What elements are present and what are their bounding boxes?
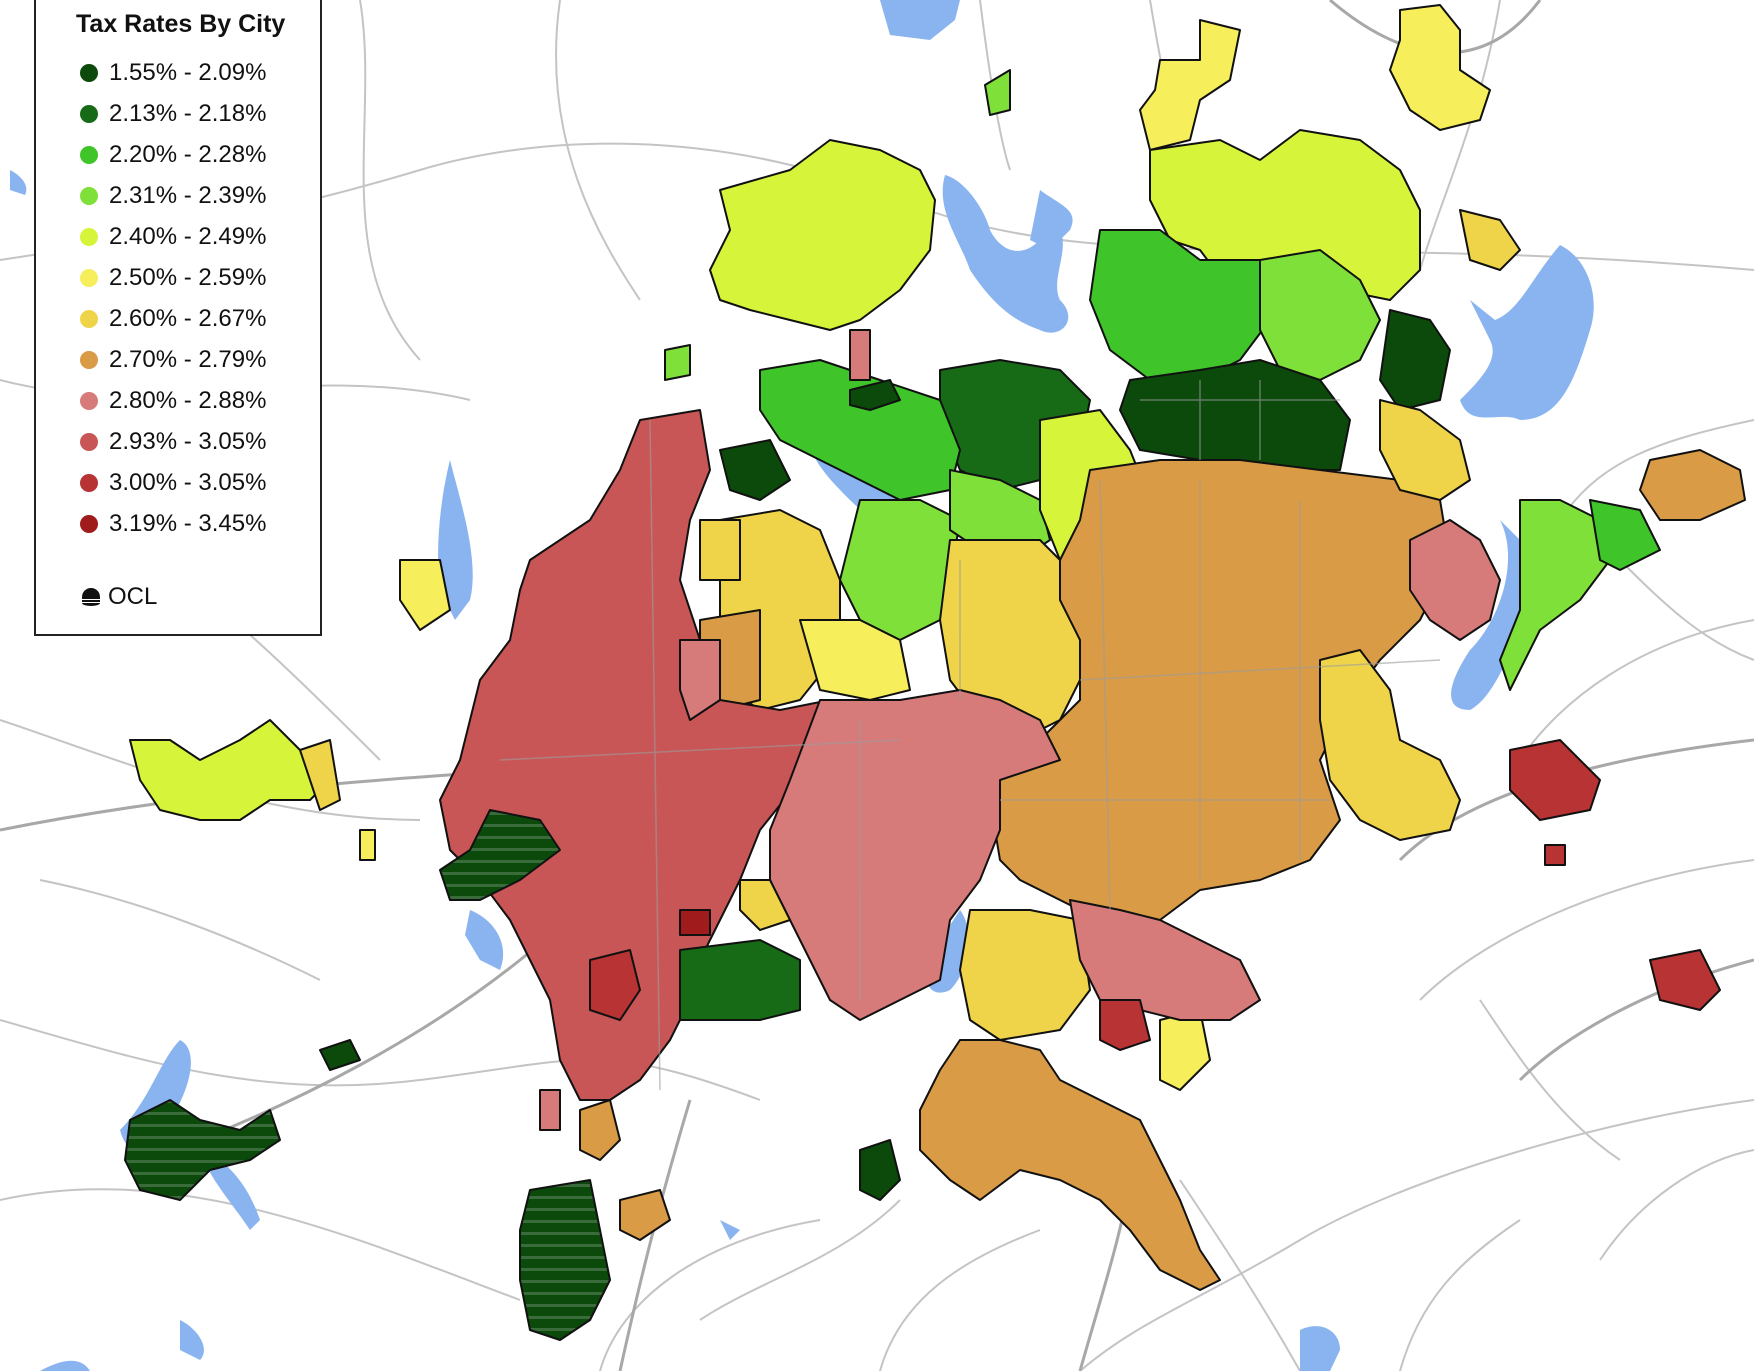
city-south-pink-small	[539, 1089, 561, 1131]
ocl-area-southwest	[124, 1099, 281, 1201]
city-north-yellow-2	[1389, 4, 1491, 131]
city-southwest-orange	[579, 1099, 621, 1161]
city-south-paleyellow	[1159, 1009, 1211, 1091]
legend-item: 2.60% - 2.67%	[80, 304, 266, 334]
city-north-limegreen	[1149, 129, 1421, 301]
legend-item: 2.13% - 2.18%	[80, 99, 266, 129]
city-streets	[499, 380, 1441, 1091]
legend-item: 2.50% - 2.59%	[80, 263, 266, 293]
city-northeast-darkgreen	[1379, 309, 1451, 411]
city-east-small-red	[1544, 844, 1566, 866]
legend-item-label: 2.13% - 2.18%	[109, 100, 267, 127]
city-west-gold-small	[699, 519, 741, 581]
city-east-orange	[1639, 449, 1746, 521]
legend-swatch	[80, 228, 98, 246]
legend-item-label: 2.70% - 2.79%	[109, 346, 267, 373]
legend-item: 2.70% - 2.79%	[80, 345, 266, 375]
city-south-gold-small	[739, 879, 791, 931]
legend-ocl-label: OCL	[108, 583, 158, 610]
city-central-paleyellow	[799, 619, 911, 701]
legend-swatch	[80, 474, 98, 492]
legend-item: 2.31% - 2.39%	[80, 181, 266, 211]
legend-item: 2.40% - 2.49%	[80, 222, 266, 252]
city-north-gold	[1459, 209, 1521, 271]
legend-title: Tax Rates By City	[76, 10, 286, 38]
city-far-east-red	[1649, 949, 1721, 1011]
legend-item-label: 2.20% - 2.28%	[109, 141, 267, 168]
legend-swatch	[80, 64, 98, 82]
city-east-pink	[1409, 519, 1501, 641]
legend-item-label: 3.00% - 3.05%	[109, 469, 267, 496]
city-south-darkgreen	[679, 939, 801, 1021]
legend-item-label: 2.80% - 2.88%	[109, 387, 267, 414]
city-south-gold	[959, 909, 1091, 1041]
legend-swatch	[80, 310, 98, 328]
legend-item-label: 2.40% - 2.49%	[109, 223, 267, 250]
legend-item-label: 2.31% - 2.39%	[109, 182, 267, 209]
city-north-green	[1089, 229, 1271, 381]
city-northwest-limegreen	[709, 139, 936, 331]
city-fortworth-red	[439, 409, 901, 1101]
legend-item: 3.19% - 3.45%	[80, 509, 266, 539]
legend-swatch	[80, 392, 98, 410]
city-center-pink	[1069, 899, 1261, 1021]
city-north-yellow	[1139, 19, 1241, 151]
city-far-west-gold	[299, 739, 341, 811]
legend-swatch	[80, 187, 98, 205]
city-small-green-1	[664, 344, 691, 381]
city-small-red	[679, 909, 711, 936]
legend-item-label: 2.60% - 2.67%	[109, 305, 267, 332]
legend-item: 3.00% - 3.05%	[80, 468, 266, 498]
city-south-darkred	[589, 949, 641, 1021]
city-east-green	[1589, 499, 1661, 571]
ocl-stripe-icon	[82, 588, 100, 606]
ocl-area-small-south	[859, 1139, 901, 1201]
legend-item: 2.20% - 2.28%	[80, 140, 266, 170]
legend-item-label: 2.50% - 2.59%	[109, 264, 267, 291]
city-south-small-orange	[619, 1189, 671, 1241]
ocl-area-south	[519, 1179, 611, 1341]
city-north-lightgreen	[1259, 249, 1381, 381]
city-east-red	[1509, 739, 1601, 821]
city-west-pink	[679, 639, 721, 721]
city-west-paleyellow	[399, 559, 451, 631]
legend-ocl-item: OCL	[80, 583, 157, 611]
map-legend: Tax Rates By City 1.55% - 2.09% 2.13% - 2…	[34, 0, 322, 636]
city-center-darkred	[1099, 999, 1151, 1051]
legend-swatch	[80, 433, 98, 451]
city-small-green-2	[984, 69, 1011, 116]
city-south-orange	[919, 1039, 1221, 1291]
ocl-area-small-sw	[319, 1039, 361, 1071]
ocl-area-west	[439, 809, 561, 901]
city-darkgreen-small-north	[849, 379, 901, 411]
city-northeast-gold	[1379, 399, 1471, 501]
legend-item: 2.80% - 2.88%	[80, 386, 266, 416]
legend-item-label: 2.93% - 3.05%	[109, 428, 267, 455]
city-west-darkgreen-small	[719, 439, 791, 501]
legend-item-label: 1.55% - 2.09%	[109, 59, 267, 86]
legend-item: 1.55% - 2.09%	[80, 58, 266, 88]
city-far-west-limegreen	[129, 719, 331, 821]
city-polygons	[124, 4, 1746, 1341]
legend-swatch	[80, 146, 98, 164]
legend-swatch	[80, 515, 98, 533]
legend-swatch	[80, 269, 98, 287]
city-east-gold	[1319, 649, 1461, 841]
city-small-yellow	[359, 829, 376, 861]
city-north-darkgreen	[1119, 359, 1351, 471]
legend-item-label: 3.19% - 3.45%	[109, 510, 267, 537]
city-north-pink	[849, 329, 871, 381]
legend-swatch	[80, 351, 98, 369]
city-east-lightgreen	[1499, 499, 1611, 691]
legend-swatch	[80, 105, 98, 123]
legend-item: 2.93% - 3.05%	[80, 427, 266, 457]
